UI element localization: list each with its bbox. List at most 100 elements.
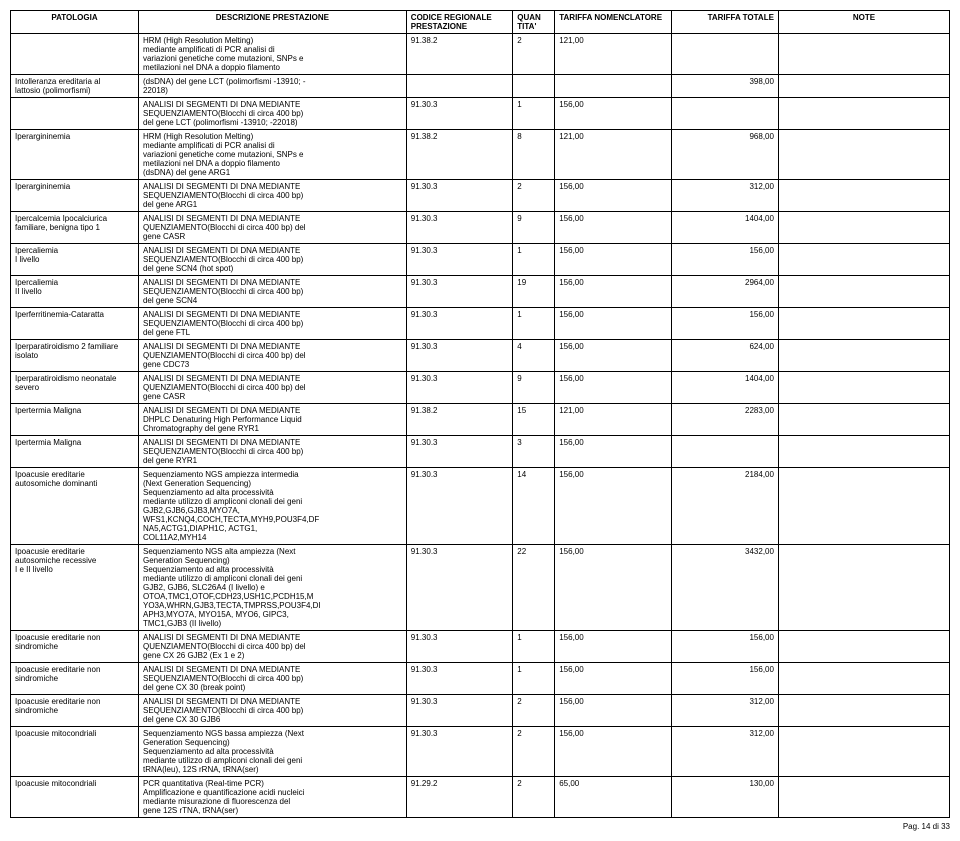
cell: 156,00 <box>555 180 672 212</box>
cell: 91.38.2 <box>406 130 512 180</box>
cell: 19 <box>513 276 555 308</box>
cell <box>672 98 778 130</box>
cell: 1404,00 <box>672 372 778 404</box>
cell: 156,00 <box>555 308 672 340</box>
cell: 91.30.3 <box>406 308 512 340</box>
cell <box>778 130 949 180</box>
cell: ANALISI DI SEGMENTI DI DNA MEDIANTE SEQU… <box>138 663 406 695</box>
cell: ANALISI DI SEGMENTI DI DNA MEDIANTE SEQU… <box>138 244 406 276</box>
table-row: Iperparatiroidismo 2 familiare isolatoAN… <box>11 340 950 372</box>
cell <box>778 276 949 308</box>
cell <box>778 180 949 212</box>
cell: 156,00 <box>555 545 672 631</box>
cell <box>778 777 949 818</box>
cell: 91.38.2 <box>406 404 512 436</box>
cell: Ipoacusie ereditarie autosomiche dominan… <box>11 468 139 545</box>
cell: 156,00 <box>555 631 672 663</box>
cell: 91.30.3 <box>406 212 512 244</box>
cell: 156,00 <box>555 276 672 308</box>
cell: 312,00 <box>672 727 778 777</box>
cell: 91.30.3 <box>406 695 512 727</box>
cell <box>778 404 949 436</box>
cell <box>778 75 949 98</box>
cell: 91.30.3 <box>406 180 512 212</box>
cell: Ipoacusie ereditarie non sindromiche <box>11 663 139 695</box>
cell: HRM (High Resolution Melting) mediante a… <box>138 130 406 180</box>
cell: Iperparatiroidismo 2 familiare isolato <box>11 340 139 372</box>
cell: 91.30.3 <box>406 244 512 276</box>
cell: ANALISI DI SEGMENTI DI DNA MEDIANTE QUEN… <box>138 631 406 663</box>
cell: 968,00 <box>672 130 778 180</box>
cell <box>778 436 949 468</box>
cell: ANALISI DI SEGMENTI DI DNA MEDIANTE SEQU… <box>138 436 406 468</box>
cell: Ipertermia Maligna <box>11 404 139 436</box>
cell: 91.30.3 <box>406 276 512 308</box>
cell <box>11 34 139 75</box>
cell: Sequenziamento NGS ampiezza intermedia (… <box>138 468 406 545</box>
th-descrizione: DESCRIZIONE PRESTAZIONE <box>138 11 406 34</box>
cell: 9 <box>513 212 555 244</box>
cell: 1 <box>513 308 555 340</box>
cell <box>778 98 949 130</box>
cell: 312,00 <box>672 180 778 212</box>
cell: Iperargininemia <box>11 130 139 180</box>
cell: 2964,00 <box>672 276 778 308</box>
page-footer: Pag. 14 di 33 <box>10 822 950 831</box>
cell: Ipoacusie ereditarie non sindromiche <box>11 695 139 727</box>
cell: 15 <box>513 404 555 436</box>
cell: Sequenziamento NGS alta ampiezza (Next G… <box>138 545 406 631</box>
cell: Ipercalcemia Ipocalciurica familiare, be… <box>11 212 139 244</box>
cell: Iperferritinemia-Cataratta <box>11 308 139 340</box>
table-row: Iperferritinemia-CatarattaANALISI DI SEG… <box>11 308 950 340</box>
table-row: IperargininemiaHRM (High Resolution Melt… <box>11 130 950 180</box>
table-row: Ipoacusie ereditarie autosomiche recessi… <box>11 545 950 631</box>
cell: 1 <box>513 663 555 695</box>
cell: 91.30.3 <box>406 340 512 372</box>
cell: 156,00 <box>555 340 672 372</box>
cell: 156,00 <box>555 244 672 276</box>
cell: 156,00 <box>555 468 672 545</box>
cell: 91.30.3 <box>406 436 512 468</box>
cell: 3 <box>513 436 555 468</box>
cell: 156,00 <box>555 98 672 130</box>
cell: 2 <box>513 695 555 727</box>
cell: 91.30.3 <box>406 372 512 404</box>
cell: 2 <box>513 727 555 777</box>
cell: ANALISI DI SEGMENTI DI DNA MEDIANTE SEQU… <box>138 98 406 130</box>
cell: 156,00 <box>555 727 672 777</box>
cell: 91.38.2 <box>406 34 512 75</box>
cell <box>778 212 949 244</box>
cell: ANALISI DI SEGMENTI DI DNA MEDIANTE SEQU… <box>138 695 406 727</box>
cell <box>555 75 672 98</box>
cell: ANALISI DI SEGMENTI DI DNA MEDIANTE SEQU… <box>138 276 406 308</box>
cell <box>672 436 778 468</box>
cell <box>406 75 512 98</box>
cell: ANALISI DI SEGMENTI DI DNA MEDIANTE QUEN… <box>138 372 406 404</box>
cell: ANALISI DI SEGMENTI DI DNA MEDIANTE QUEN… <box>138 340 406 372</box>
table-row: Ipoacusie mitocondrialiPCR quantitativa … <box>11 777 950 818</box>
cell: Iperparatiroidismo neonatale severo <box>11 372 139 404</box>
cell <box>513 75 555 98</box>
cell <box>778 695 949 727</box>
cell: Iperargininemia <box>11 180 139 212</box>
cell: (dsDNA) del gene LCT (polimorfismi -1391… <box>138 75 406 98</box>
th-quantita: QUAN TITA' <box>513 11 555 34</box>
table-row: Ipertermia MalignaANALISI DI SEGMENTI DI… <box>11 404 950 436</box>
cell: 156,00 <box>672 308 778 340</box>
cell: 1 <box>513 98 555 130</box>
cell: 2 <box>513 180 555 212</box>
cell: HRM (High Resolution Melting) mediante a… <box>138 34 406 75</box>
cell: 9 <box>513 372 555 404</box>
cell <box>778 372 949 404</box>
table-row: Iperparatiroidismo neonatale severoANALI… <box>11 372 950 404</box>
th-note: NOTE <box>778 11 949 34</box>
data-table: PATOLOGIA DESCRIZIONE PRESTAZIONE CODICE… <box>10 10 950 818</box>
cell: 121,00 <box>555 34 672 75</box>
cell: 156,00 <box>672 663 778 695</box>
table-row: Ipercalcemia Ipocalciurica familiare, be… <box>11 212 950 244</box>
cell: 91.30.3 <box>406 663 512 695</box>
cell: Ipercaliemia I livello <box>11 244 139 276</box>
table-row: Ipoacusie ereditarie non sindromicheANAL… <box>11 663 950 695</box>
table-row: HRM (High Resolution Melting) mediante a… <box>11 34 950 75</box>
cell: 156,00 <box>672 631 778 663</box>
